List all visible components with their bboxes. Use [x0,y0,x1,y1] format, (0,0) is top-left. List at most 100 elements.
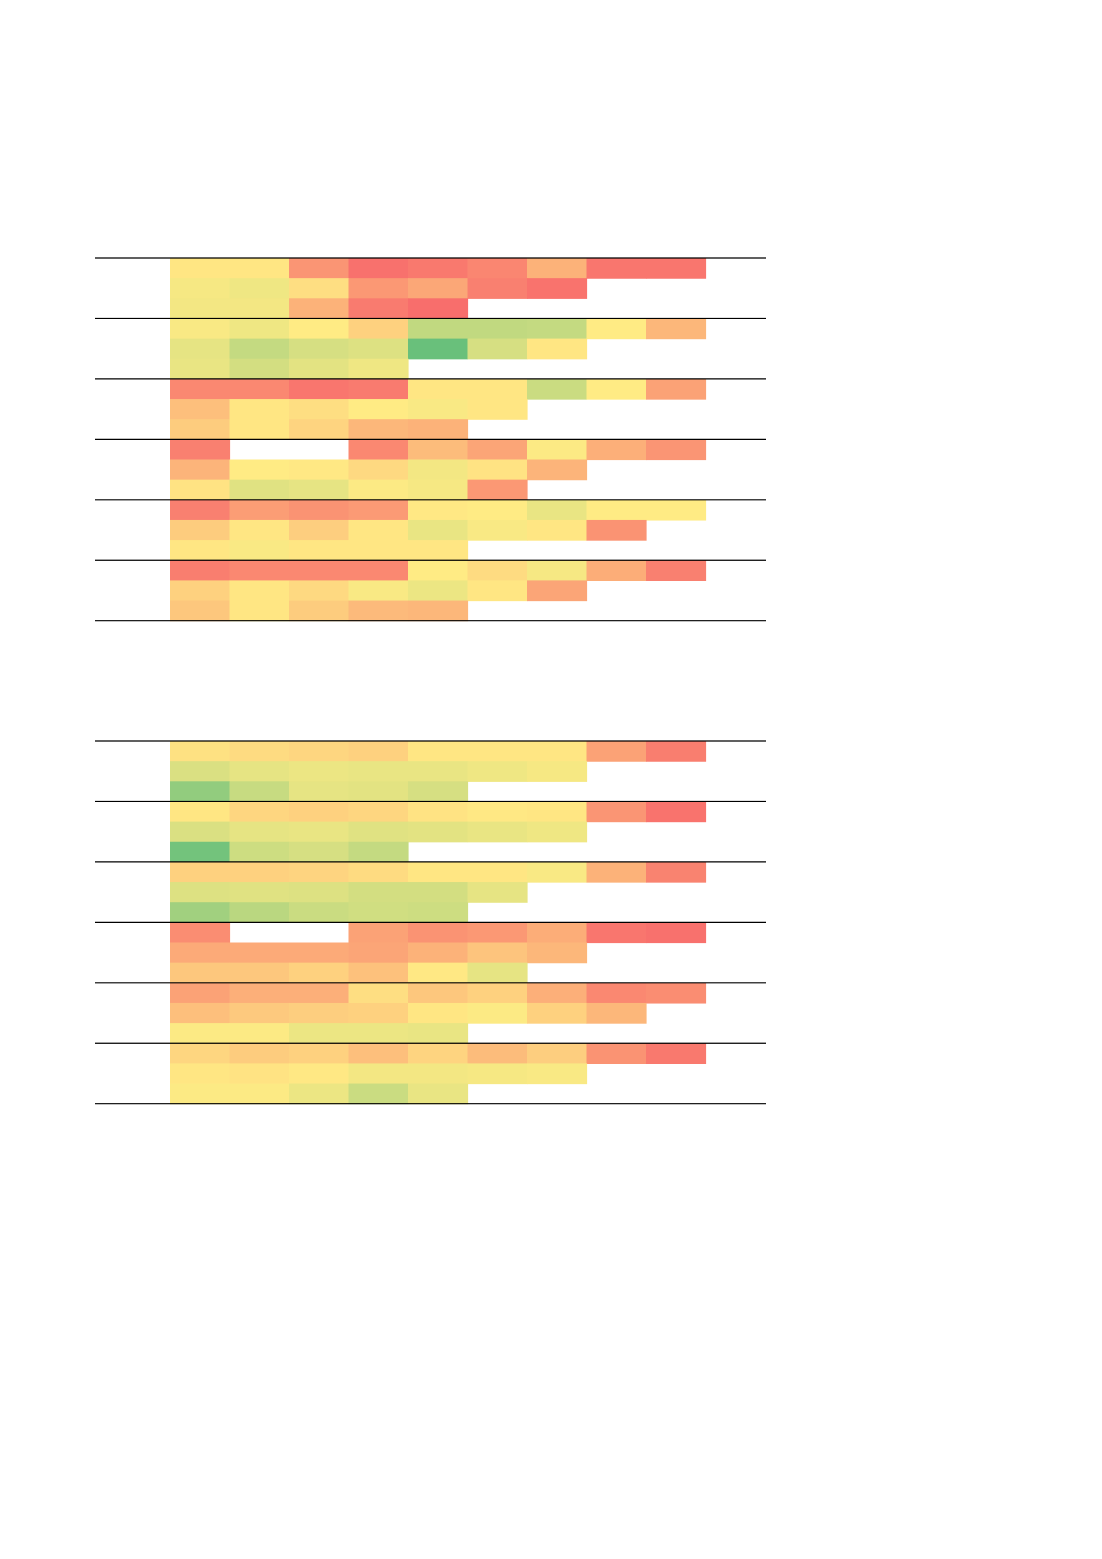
heatmap-cell [289,298,350,320]
heatmap-cell [467,982,528,1004]
heatmap-cell [467,318,528,340]
heatmap-cell [170,580,231,602]
heatmap-cell [229,318,290,340]
heatmap-cell [646,861,707,883]
heatmap-1 [95,257,766,622]
heatmap-cell [348,922,409,944]
heatmap-cell [527,922,588,944]
heatmap-2-group-3 [170,861,707,923]
heatmap-cell [348,1043,409,1064]
heatmap-cell [289,358,350,380]
heatmap-2-group-4 [170,922,707,984]
heatmap-cell [408,560,469,581]
heatmap-cell [348,801,409,823]
heatmap-cell [348,821,409,843]
heatmap-cell [229,761,290,782]
heatmap-cell [646,258,707,279]
heatmap-cell [646,499,707,521]
heatmap-cell [408,902,469,923]
heatmap-cell [408,519,469,541]
heatmap-cell [527,1002,588,1024]
heatmap-cell [467,399,528,420]
heatmap-cell [289,318,350,340]
heatmap-cell [348,499,409,521]
heatmap-cell [348,1063,409,1085]
heatmap-cell [170,459,231,481]
heatmap-cell [467,258,528,279]
heatmap-cell [170,962,231,984]
heatmap-cell [408,459,469,481]
heatmap-cell [467,882,528,903]
heatmap-cell [348,1083,409,1105]
heatmap-cell [348,399,409,420]
heatmap-cell [527,278,588,299]
heatmap-cell [646,982,707,1004]
heatmap-cell [289,258,350,279]
heatmap-cell [527,741,588,762]
heatmap-cell [170,781,231,803]
heatmap-cell [289,338,350,360]
heatmap-cell [527,459,588,481]
heatmap-cell [467,278,528,299]
heatmap-cell [348,540,409,561]
heatmap-cell [170,278,231,299]
heatmap-cell [229,560,290,581]
heatmap-cell [348,298,409,320]
heatmap-cell [408,781,469,803]
heatmap-cell [467,459,528,481]
heatmap-cell [170,902,231,923]
heatmap-cell [348,741,409,762]
heatmap-cell [586,499,647,521]
heatmap-cell [408,741,469,762]
heatmap-cell [467,519,528,541]
heatmap-cell [408,1043,469,1064]
heatmap-cell [467,861,528,883]
heatmap-cell [408,1063,469,1085]
heatmap-cell [229,298,290,320]
heatmap-cell [586,982,647,1004]
heatmap-cell [586,258,647,279]
heatmap-1-group-2 [170,318,707,380]
heatmap-cell [408,278,469,299]
heatmap-cell [229,942,290,964]
heatmap-cell [408,479,469,501]
heatmap-cell [229,519,290,541]
heatmap-cell [527,499,588,521]
heatmap-cell [467,821,528,843]
heatmap-cell [348,258,409,279]
heatmap-cell [229,600,290,622]
heatmap-cell [229,1063,290,1085]
heatmap-cell [408,318,469,340]
heatmap-cell [527,560,588,581]
heatmap-1-group-3 [170,378,707,440]
heatmap-cell [408,821,469,843]
heatmap-cell [467,1002,528,1024]
heatmap-cell [527,942,588,964]
heatmap-cell [229,540,290,561]
heatmap-cell [467,942,528,964]
heatmap-cell [467,439,528,461]
heatmap-cell [586,318,647,340]
heatmap-cell [527,378,588,400]
heatmap-cell [408,982,469,1004]
heatmap-cell [229,479,290,501]
heatmap-cell [170,821,231,843]
heatmap-cell [170,882,231,903]
heatmap-cell [348,419,409,440]
heatmap-cell [170,861,231,883]
heatmap-cell [646,801,707,823]
heatmap-cell [289,942,350,964]
heatmap-cell [646,560,707,581]
heatmap-cell [170,419,231,440]
heatmap-cell [229,962,290,984]
heatmap-cell [408,258,469,279]
heatmap-cell [289,1083,350,1105]
heatmap-2-group-6 [170,1043,707,1105]
heatmap-cell [170,318,231,340]
heatmap-cell [467,922,528,944]
heatmap-cell [289,821,350,843]
heatmap-cell [586,861,647,883]
heatmap-cell [170,298,231,320]
